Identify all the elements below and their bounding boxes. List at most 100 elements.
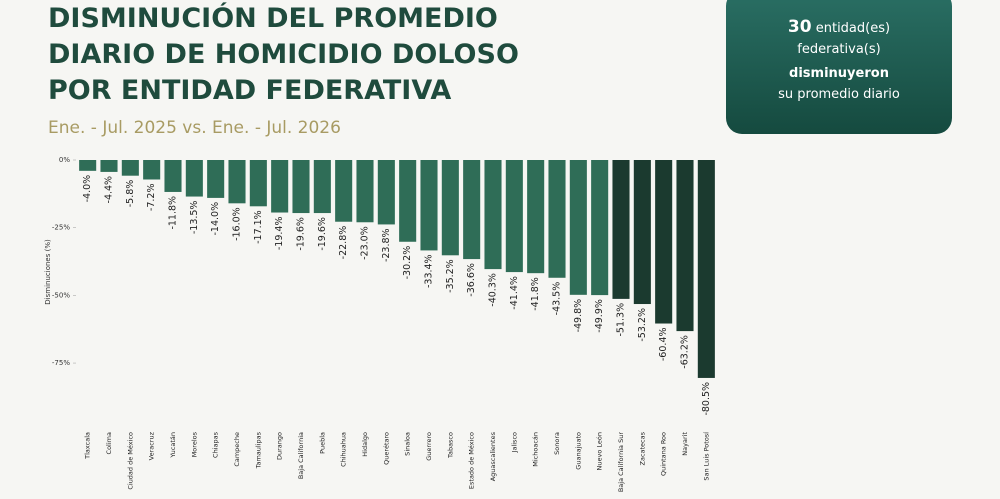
- x-tick-label: Durango: [276, 432, 284, 460]
- x-tick-label: Sinaloa: [404, 432, 412, 456]
- bar: [249, 160, 267, 207]
- value-label: -5.8%: [125, 180, 136, 208]
- bar: [633, 160, 651, 305]
- bar: [697, 160, 715, 378]
- title-line: POR ENTIDAD FEDERATIVA: [48, 75, 451, 106]
- callout-line: disminuyeron: [789, 66, 889, 81]
- x-tick-label: Tlaxcala: [84, 432, 92, 460]
- bar: [228, 160, 246, 204]
- x-tick-label: Colima: [105, 432, 113, 454]
- x-tick-label: Zacatecas: [638, 431, 646, 465]
- value-label: -40.3%: [488, 273, 499, 307]
- bar: [207, 160, 225, 198]
- bar: [79, 160, 97, 171]
- bar: [612, 160, 630, 299]
- value-label: -22.8%: [338, 226, 349, 260]
- callout-box: [726, 0, 952, 134]
- x-tick-label: Nuevo León: [596, 432, 604, 470]
- bar: [420, 160, 438, 251]
- value-label: -16.0%: [232, 207, 243, 241]
- x-tick-label: Morelos: [190, 431, 198, 457]
- x-tick-label: Guerrero: [425, 432, 433, 461]
- value-label: -49.8%: [573, 299, 584, 333]
- bar: [335, 160, 353, 222]
- callout-text: 30 entidad(es): [788, 17, 890, 37]
- x-tick-label: Campeche: [233, 432, 241, 467]
- bar: [164, 160, 182, 192]
- value-label: -35.2%: [445, 259, 456, 293]
- bar: [569, 160, 587, 295]
- value-label: -4.4%: [104, 176, 115, 204]
- bar: [505, 160, 523, 273]
- value-label: -17.1%: [253, 210, 264, 244]
- y-tick-label: -75%: [52, 359, 70, 367]
- x-tick-label: Sonora: [553, 432, 561, 455]
- x-tick-label: Chihuahua: [340, 432, 348, 467]
- bar: [121, 160, 139, 176]
- x-tick-label: Michoacán: [532, 432, 540, 467]
- bar: [399, 160, 417, 242]
- callout-line: federativa(s): [797, 42, 880, 57]
- title-line: DISMINUCIÓN DEL PROMEDIO: [48, 2, 498, 34]
- value-label: -80.5%: [701, 382, 712, 416]
- title-line: DIARIO DE HOMICIDIO DOLOSO: [48, 39, 519, 70]
- x-tick-label: Aguascalientes: [489, 431, 497, 481]
- x-tick-label: Jalisco: [510, 432, 518, 453]
- bar: [377, 160, 395, 225]
- x-tick-label: Hidalgo: [361, 432, 369, 457]
- bar: [591, 160, 609, 296]
- bar: [484, 160, 502, 270]
- y-tick-label: 0%: [59, 156, 70, 164]
- x-tick-label: Tamaulipas: [254, 431, 262, 469]
- x-tick-label: Estado de México: [468, 432, 476, 489]
- callout-line: entidad(es): [816, 21, 890, 36]
- value-label: -51.3%: [616, 303, 627, 337]
- x-tick-label: Chiapas: [212, 431, 220, 458]
- value-label: -19.4%: [274, 217, 285, 251]
- subtitle: Ene. - Jul. 2025 vs. Ene. - Jul. 2026: [48, 118, 341, 138]
- value-label: -30.2%: [402, 246, 413, 280]
- bar: [655, 160, 673, 324]
- y-tick-label: -50%: [52, 291, 70, 299]
- x-tick-label: San Luis Potosí: [702, 432, 710, 481]
- bar: [271, 160, 289, 213]
- value-label: -19.6%: [317, 217, 328, 251]
- bar: [676, 160, 694, 332]
- x-tick-label: Baja California Sur: [617, 432, 625, 492]
- x-tick-label: Guanajuato: [574, 432, 582, 470]
- bar: [143, 160, 161, 180]
- value-label: -11.8%: [168, 196, 179, 230]
- x-tick-label: Puebla: [318, 432, 326, 454]
- bar: [313, 160, 331, 214]
- value-label: -63.2%: [680, 335, 691, 369]
- bar: [292, 160, 310, 214]
- callout-line: su promedio diario: [778, 87, 900, 102]
- bar: [463, 160, 481, 260]
- bar: [527, 160, 545, 274]
- value-label: -49.9%: [594, 299, 605, 333]
- x-tick-label: Nayarit: [681, 432, 689, 456]
- value-label: -7.2%: [146, 183, 157, 211]
- x-tick-label: Veracruz: [148, 431, 156, 460]
- bar: [185, 160, 203, 197]
- value-label: -43.5%: [552, 282, 563, 316]
- value-label: -14.0%: [210, 202, 221, 236]
- x-tick-label: Yucatán: [169, 432, 177, 459]
- value-label: -41.4%: [509, 276, 520, 310]
- value-label: -36.6%: [466, 263, 477, 297]
- bar: [441, 160, 459, 256]
- value-label: -41.8%: [530, 277, 541, 311]
- bar: [100, 160, 118, 172]
- value-label: -13.5%: [189, 201, 200, 235]
- x-tick-label: Querétaro: [382, 432, 390, 465]
- callout-number: 30: [788, 17, 812, 37]
- value-label: -60.4%: [658, 328, 669, 362]
- value-label: -53.2%: [637, 308, 648, 342]
- y-tick-label: -25%: [52, 224, 70, 232]
- bar: [356, 160, 374, 223]
- x-tick-label: Ciudad de México: [126, 432, 134, 490]
- value-label: -33.4%: [424, 254, 435, 288]
- value-label: -23.0%: [360, 226, 371, 260]
- x-tick-label: Tabasco: [446, 432, 454, 459]
